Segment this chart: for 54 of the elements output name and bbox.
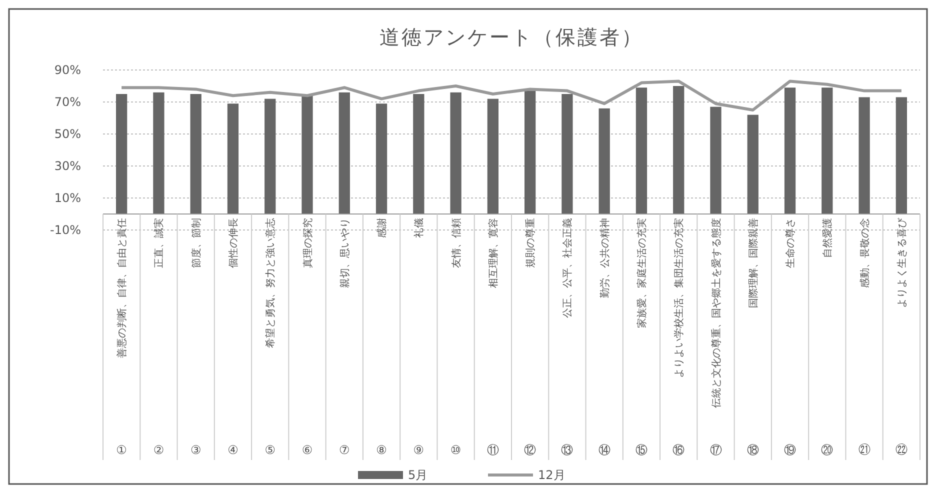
bar (710, 106, 722, 214)
category-label: 勤労、公共の精神⑭ (598, 218, 611, 458)
category-label: 家族愛、家庭生活の充実⑮ (635, 218, 648, 458)
category-label: 相互理解、寛容⑪ (486, 218, 500, 458)
bar (413, 94, 424, 214)
bar (673, 86, 684, 214)
category-label: 感動、畏敬の念㉑ (858, 218, 871, 458)
bar (562, 94, 573, 214)
bar (636, 88, 648, 214)
y-tick-label: -10% (50, 223, 81, 238)
y-tick-label: 90% (54, 63, 81, 78)
bar (784, 88, 796, 214)
category-label: 規則の尊重⑫ (524, 218, 537, 458)
category-label: 礼儀⑨ (413, 218, 426, 458)
category-label: よりよい学校生活、集団生活の充実⑯ (672, 218, 686, 458)
category-label: 伝統と文化の尊重、国や郷土を愛する態度⑰ (710, 218, 722, 458)
category-label: 節度、節制③ (190, 218, 202, 458)
y-tick-label: 50% (54, 127, 81, 142)
category-label: 真理の探究⑥ (302, 218, 314, 458)
category-label: 正直、誠実② (153, 218, 166, 458)
bar (153, 92, 164, 214)
category-label: 国際理解、国際親善⑱ (746, 218, 760, 458)
bar (190, 94, 202, 214)
line-series (120, 80, 903, 112)
category-label: 友情、信頼⑩ (450, 218, 462, 458)
bar (598, 108, 610, 214)
category-label: 生命の尊さ⑲ (784, 218, 797, 458)
category-label: 個性の伸長④ (228, 218, 240, 458)
legend-label: 12月 (538, 468, 566, 482)
chart-title: 道徳アンケート（保護者） (380, 25, 644, 49)
category-label: よりよく生きる喜び㉒ (895, 218, 908, 458)
legend-label: 5月 (408, 468, 428, 482)
category-label: 公正、公平、社会正義⑬ (561, 218, 574, 458)
bar (450, 92, 462, 214)
bar (487, 98, 498, 214)
bar (747, 114, 758, 214)
bar (264, 98, 276, 214)
category-label: 親切、思いやり⑦ (339, 218, 351, 458)
bar (227, 104, 239, 214)
category-label: 希望と勇気、努力と強い意志⑤ (264, 218, 277, 458)
bar (896, 97, 907, 214)
category-label: 自然愛護⑳ (821, 218, 834, 458)
bar (302, 96, 313, 214)
category-label: 善悪の判断、自律、自由と責任① (116, 218, 128, 458)
bar (376, 104, 388, 214)
y-tick-label: 30% (54, 159, 81, 174)
bar (338, 92, 350, 214)
bar (822, 88, 833, 214)
y-tick-label: 10% (54, 191, 81, 206)
y-tick-label: 70% (54, 95, 81, 110)
bar (858, 97, 870, 214)
category-label: 感謝⑧ (376, 218, 388, 458)
bar (524, 90, 536, 214)
bar (116, 94, 128, 214)
